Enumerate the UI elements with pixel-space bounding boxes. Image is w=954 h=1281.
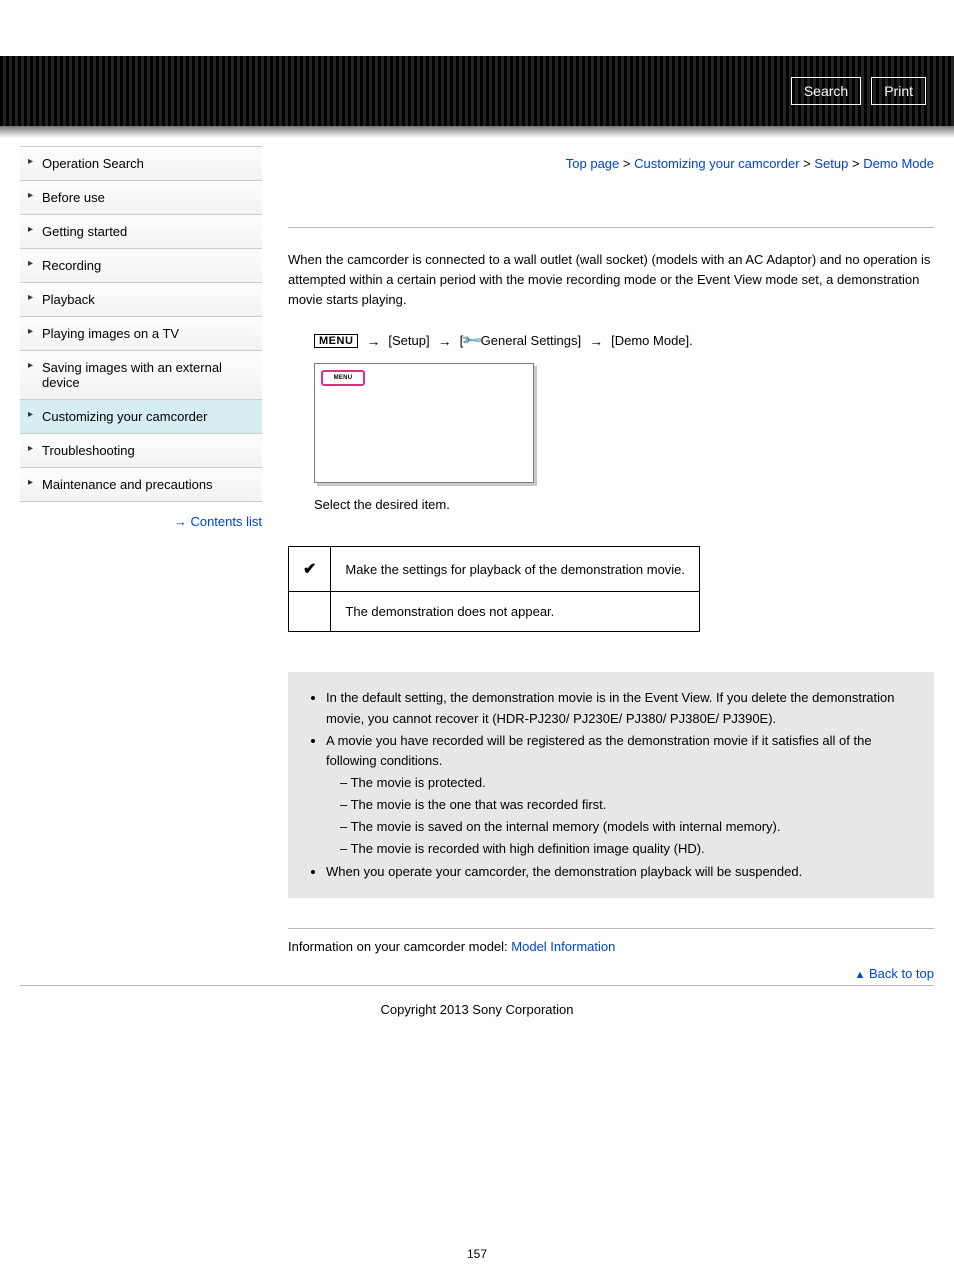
- note-sub: The movie is saved on the internal memor…: [340, 817, 916, 837]
- arrow-right-icon: →: [174, 514, 187, 529]
- sidebar-item-playback[interactable]: Playback: [20, 283, 262, 317]
- crumb-demo[interactable]: Demo Mode: [863, 156, 934, 171]
- select-text: Select the desired item.: [314, 497, 934, 512]
- top-banner: Search Print: [0, 56, 954, 126]
- crumb-top[interactable]: Top page: [566, 156, 620, 171]
- option-row-off: The demonstration does not appear.: [289, 592, 700, 632]
- crumb-setup[interactable]: Setup: [814, 156, 848, 171]
- crumb-custom[interactable]: Customizing your camcorder: [634, 156, 799, 171]
- options-table: ✔ Make the settings for playback of the …: [288, 546, 700, 632]
- sidebar-list: Operation Search Before use Getting star…: [20, 146, 262, 502]
- arrow-icon: →: [589, 333, 603, 349]
- sidebar-item-playing-on-tv[interactable]: Playing images on a TV: [20, 317, 262, 351]
- divider-bottom: [288, 928, 934, 929]
- main-content: Top page > Customizing your camcorder > …: [288, 146, 934, 960]
- check-icon-empty: [289, 592, 331, 632]
- note-sub: The movie is the one that was recorded f…: [340, 795, 916, 815]
- sidebar-item-recording[interactable]: Recording: [20, 249, 262, 283]
- path-step-2: [🔧General Settings]: [460, 332, 582, 349]
- page-number: 157: [0, 1247, 954, 1261]
- option-text: Make the settings for playback of the de…: [331, 547, 700, 592]
- arrow-icon: →: [438, 333, 452, 349]
- back-to-top: ▲ Back to top: [0, 966, 934, 981]
- menu-path: MENU → [Setup] → [🔧General Settings] → […: [314, 332, 934, 349]
- copyright: Copyright 2013 Sony Corporation: [0, 1002, 954, 1017]
- note-item: When you operate your camcorder, the dem…: [326, 862, 916, 882]
- note-item: In the default setting, the demonstratio…: [326, 688, 916, 728]
- contents-list-wrap: → Contents list: [20, 514, 262, 529]
- option-text: The demonstration does not appear.: [331, 592, 700, 632]
- sidebar-item-before-use[interactable]: Before use: [20, 181, 262, 215]
- model-info-link[interactable]: Model Information: [511, 939, 615, 954]
- sidebar-item-troubleshooting[interactable]: Troubleshooting: [20, 434, 262, 468]
- model-info: Information on your camcorder model: Mod…: [288, 939, 934, 954]
- sidebar-item-getting-started[interactable]: Getting started: [20, 215, 262, 249]
- path-step-1: [Setup]: [388, 333, 429, 348]
- check-icon: ✔: [289, 547, 331, 592]
- sidebar-item-operation-search[interactable]: Operation Search: [20, 147, 262, 181]
- triangle-up-icon: ▲: [854, 969, 865, 981]
- menu-highlight-label: MENU: [334, 375, 353, 381]
- option-row-on: ✔ Make the settings for playback of the …: [289, 547, 700, 592]
- search-button[interactable]: Search: [791, 77, 861, 105]
- contents-list-link[interactable]: Contents list: [190, 514, 262, 529]
- intro-text: When the camcorder is connected to a wal…: [288, 250, 934, 310]
- notes-box: In the default setting, the demonstratio…: [288, 672, 934, 897]
- lcd-mock: MENU: [314, 363, 534, 483]
- sidebar-item-customizing[interactable]: Customizing your camcorder: [20, 400, 262, 434]
- print-button[interactable]: Print: [871, 77, 926, 105]
- menu-icon: MENU: [314, 334, 358, 348]
- footer-rule: [20, 985, 934, 986]
- sidebar-item-maintenance[interactable]: Maintenance and precautions: [20, 468, 262, 502]
- note-sub: The movie is recorded with high definiti…: [340, 839, 916, 859]
- note-item: A movie you have recorded will be regist…: [326, 731, 916, 860]
- divider-top: [288, 227, 934, 228]
- arrow-icon: →: [366, 333, 380, 349]
- path-step-3: [Demo Mode].: [611, 333, 693, 348]
- sidebar-item-saving-external[interactable]: Saving images with an external device: [20, 351, 262, 400]
- back-to-top-link[interactable]: Back to top: [869, 966, 934, 981]
- sidebar: Operation Search Before use Getting star…: [20, 146, 262, 960]
- breadcrumb: Top page > Customizing your camcorder > …: [288, 156, 934, 171]
- note-sub: The movie is protected.: [340, 773, 916, 793]
- menu-highlight: MENU: [321, 370, 365, 386]
